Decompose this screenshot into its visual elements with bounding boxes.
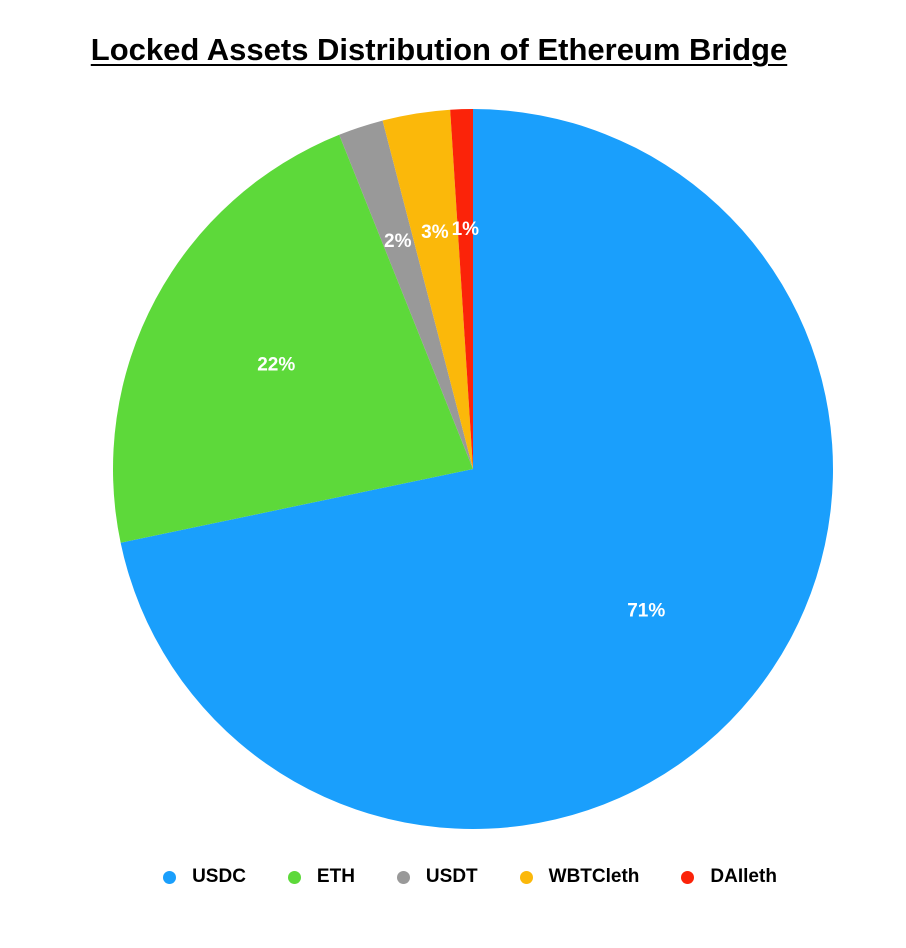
slice-label-usdc: 71% xyxy=(627,601,665,622)
chart-title: Locked Assets Distribution of Ethereum B… xyxy=(90,32,788,67)
slice-label-wbtcleth: 3% xyxy=(421,222,449,243)
pie-labels: 71% 22% 2% 3% 1% xyxy=(257,219,665,622)
legend-item-wbtcleth: WBTCleth xyxy=(519,866,640,888)
pie-slice-eth xyxy=(112,134,474,543)
legend-item-eth: ETH xyxy=(287,866,355,888)
legend-item-daileth: DAIleth xyxy=(681,866,777,888)
chart-legend: USDC ETH USDT WBTCleth DAIleth xyxy=(0,866,906,888)
pie-slice-wbtcleth xyxy=(382,109,473,470)
pie-slice-daileth xyxy=(450,109,473,469)
pie-slice-usdc xyxy=(120,109,834,829)
legend-label: WBTCleth xyxy=(548,866,640,887)
legend-label: ETH xyxy=(316,866,355,887)
pie-slices xyxy=(112,109,834,829)
legend-label: USDT xyxy=(425,866,478,887)
legend-item-usdt: USDT xyxy=(396,866,478,888)
slice-label-daileth: 1% xyxy=(452,219,480,240)
slice-label-usdt: 2% xyxy=(384,231,412,252)
legend-marker xyxy=(396,870,410,884)
legend-label: USDC xyxy=(192,866,246,887)
slice-label-eth: 22% xyxy=(257,355,295,376)
legend-label: DAIleth xyxy=(710,866,777,887)
legend-marker xyxy=(163,870,177,884)
legend-marker xyxy=(287,870,301,884)
legend-marker xyxy=(519,870,533,884)
legend-marker xyxy=(681,870,695,884)
legend-item-usdc: USDC xyxy=(163,866,246,888)
pie-slice-usdt xyxy=(339,120,473,470)
